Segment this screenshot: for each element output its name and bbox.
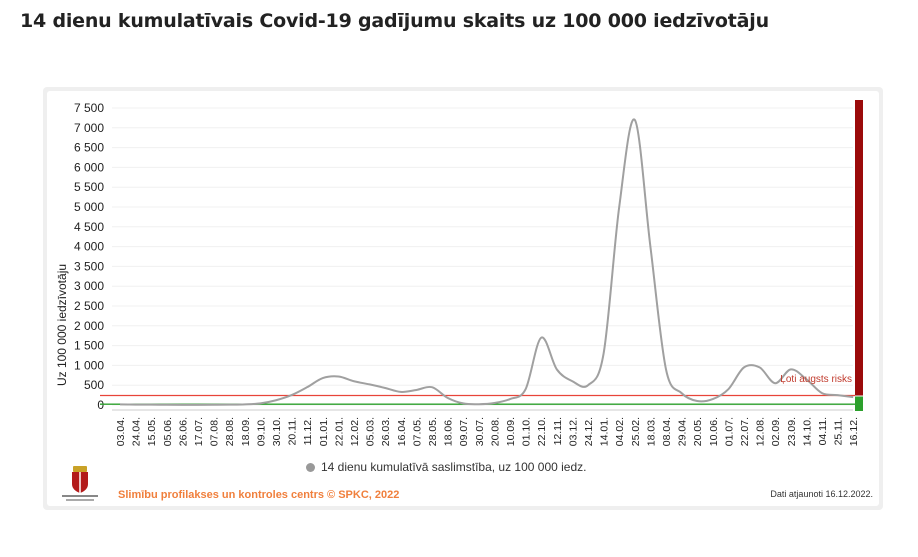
x-tick-label: 05.06. [162,417,174,446]
y-tick-label: 5 000 [74,200,104,214]
x-tick-label: 04.11. [817,417,829,445]
x-tick-label: 28.05. [427,417,439,446]
grid-lines [112,107,853,406]
x-tick-label: 20.08. [489,417,501,446]
y-tick-label: 4 500 [74,220,104,234]
y-axis-label: Uz 100 000 iedzīvotāju [55,264,69,386]
legend-label: 14 dienu kumulatīvā saslimstība, uz 100 … [321,460,587,474]
x-tick-label: 12.11. [552,417,564,445]
legend[interactable]: 14 dienu kumulatīvā saslimstība, uz 100 … [306,460,587,474]
risk-label: Ļoti augsts risks [780,374,852,385]
x-tick-label: 18.03. [645,417,657,446]
page-title: 14 dienu kumulatīvais Covid-19 gadījumu … [20,10,769,32]
y-tick-label: 5 500 [74,180,104,194]
x-tick-label: 15.05. [146,417,158,446]
x-tick-label: 30.07. [474,417,486,446]
x-tick-label: 12.02. [349,417,361,446]
y-tick-label: 2 500 [74,299,104,313]
x-tick-label: 28.08. [224,417,236,446]
x-tick-label: 09.10. [255,417,267,446]
x-tick-label: 14.10. [801,417,813,446]
y-tick-label: 7 500 [74,101,104,115]
x-tick-label: 01.10. [521,417,533,446]
x-tick-label: 05.03. [365,417,377,446]
x-tick-label: 03.12. [567,417,579,446]
x-tick-label: 04.02. [614,417,626,446]
x-tick-label: 09.07. [458,417,470,446]
chart-card-inner [47,91,879,506]
risk-bar-red [855,100,863,396]
x-tick-label: 17.07. [193,417,205,446]
threshold-lines [100,394,855,405]
x-tick-label: 10.06. [708,417,720,446]
x-tick-label: 16.12. [848,417,860,446]
x-tick-label: 25.02. [630,417,642,446]
y-tick-label: 6 000 [74,160,104,174]
x-tick-label: 07.05. [411,417,423,446]
x-tick-label: 24.04. [131,417,143,446]
source-credit: Slimību profilakses un kontroles centrs … [118,489,400,501]
x-tick-label: 30.10. [271,417,283,446]
x-tick-label: 20.11. [287,417,299,445]
x-tick-label: 24.12. [583,417,595,446]
x-tick-label: 03.04. [115,417,127,446]
x-tick-label: 23.09. [786,417,798,446]
updated-date: Dati atjaunoti 16.12.2022. [770,489,873,499]
y-tick-label: 500 [84,378,104,392]
x-tick-label: 22.01. [333,417,345,446]
chart-card [43,87,883,510]
x-tick-label: 20.05. [692,417,704,446]
y-tick-label: 6 500 [74,141,104,155]
x-tick-label: 12.08. [755,417,767,446]
y-tick-label: 1 500 [74,339,104,353]
x-tick-label: 16.04. [396,417,408,446]
x-tick-label: 26.06. [177,417,189,446]
x-tick-label: 18.06. [443,417,455,446]
y-tick-label: 4 000 [74,240,104,254]
y-tick-label: 3 500 [74,259,104,273]
x-tick-label: 26.03. [380,417,392,446]
x-tick-label: 08.04. [661,417,673,446]
x-tick-label: 18.09. [240,417,252,446]
x-tick-label: 01.01. [318,417,330,446]
y-tick-label: 2 000 [74,319,104,333]
y-tick-label: 7 000 [74,121,104,135]
x-tick-label: 22.07. [739,417,751,446]
x-axis-ticks: 03.04. 24.04. 15.05. 05.06. 26.06. 17.07. 07.0… [112,409,860,446]
x-tick-label: 14.01. [599,417,611,446]
x-tick-label: 01.07. [723,417,735,446]
series-line [119,118,854,406]
x-tick-label: 22.10. [536,417,548,446]
y-tick-label: 3 000 [74,279,104,293]
y-axis-ticks: 0 500 1 000 1 500 2 000 2 500 3 000 3 500 4 000 4… [74,101,104,412]
y-tick-label: 1 000 [74,358,104,372]
risk-bar [855,100,863,411]
x-tick-label: 10.09. [505,417,517,446]
series-lines [119,118,854,406]
spkc-logo [62,466,98,501]
legend-marker [306,462,315,472]
x-tick-label: 29.04. [677,417,689,446]
x-tick-label: 02.09. [770,417,782,446]
y-tick-label: 0 [97,398,104,412]
x-tick-label: 11.12. [302,417,314,445]
x-tick-label: 25.11. [833,417,845,445]
risk-bar-green [855,396,863,411]
x-tick-label: 07.08. [209,417,221,446]
